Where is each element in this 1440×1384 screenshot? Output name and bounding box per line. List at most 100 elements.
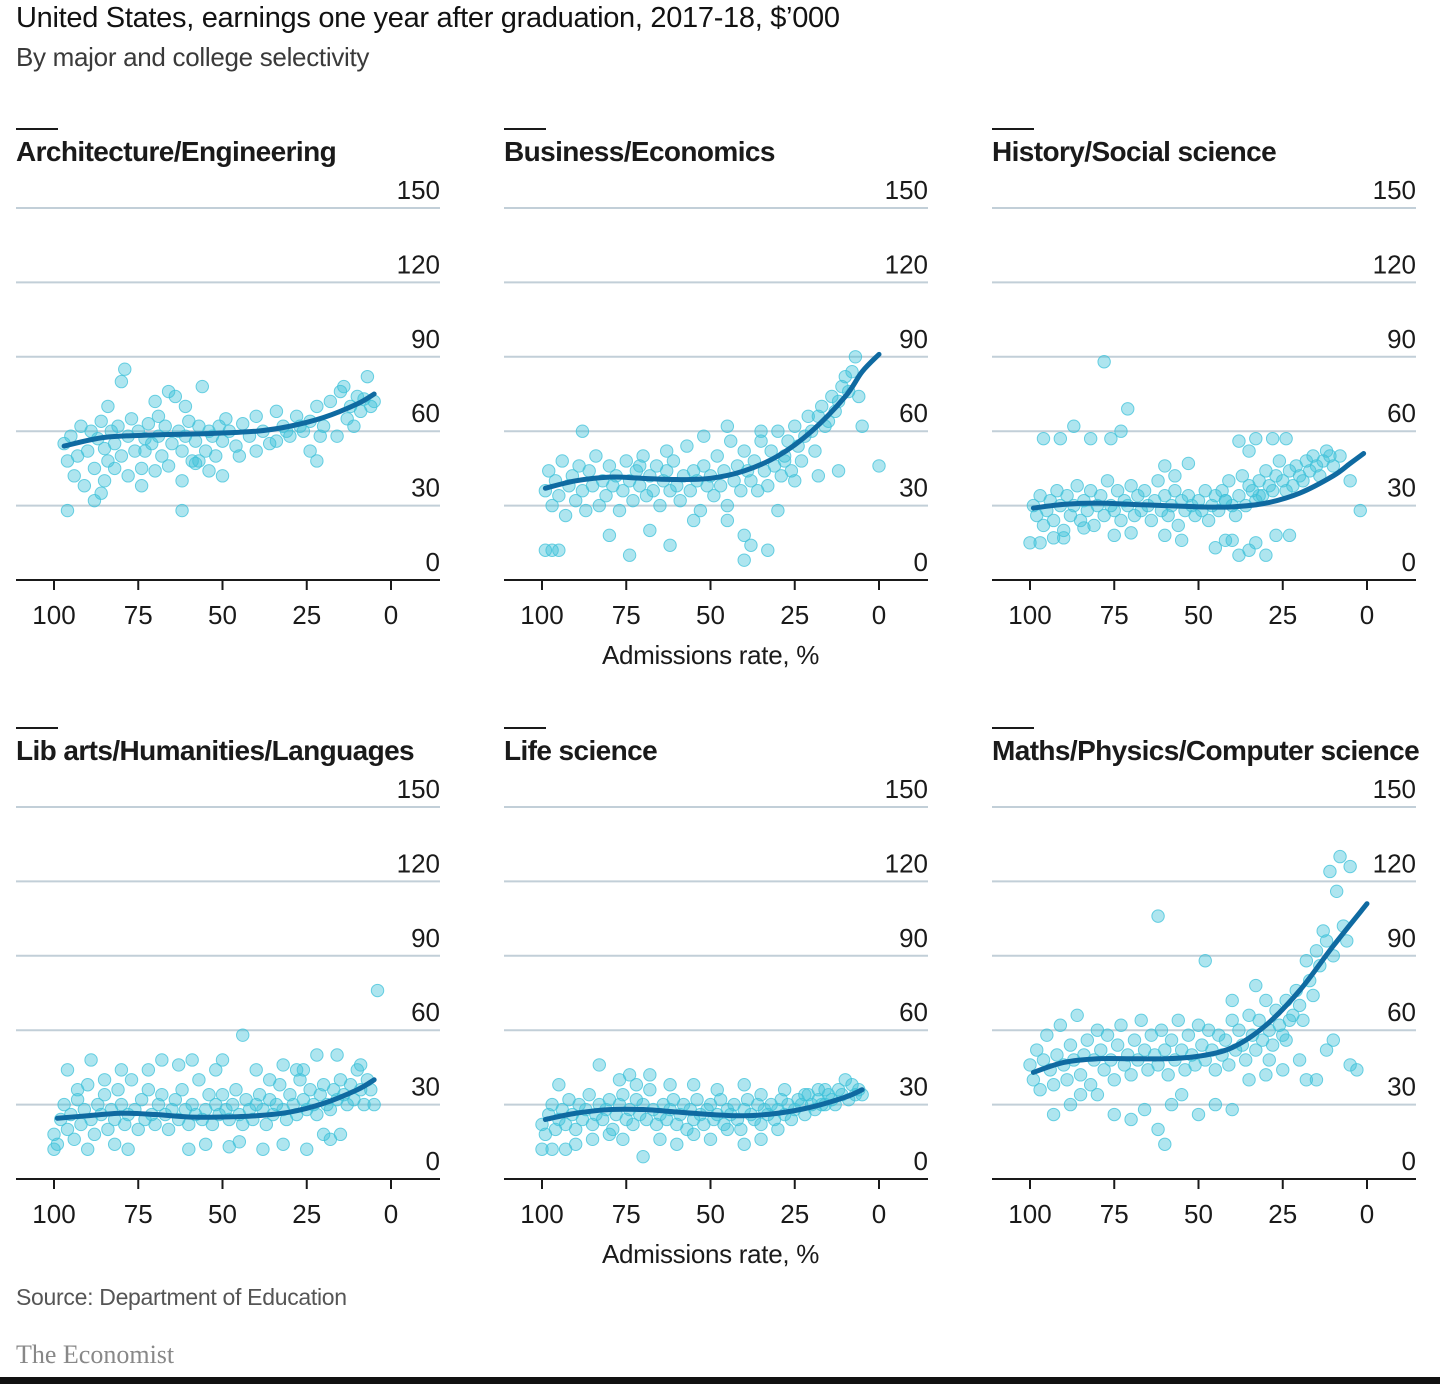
data-point bbox=[545, 1142, 559, 1156]
data-point bbox=[1174, 1087, 1189, 1102]
x-tick-label: 50 bbox=[1184, 600, 1213, 630]
data-point bbox=[1077, 521, 1091, 535]
data-point bbox=[1235, 469, 1250, 483]
data-point bbox=[845, 1078, 859, 1092]
data-point bbox=[209, 449, 223, 463]
data-point bbox=[801, 409, 815, 424]
data-point bbox=[347, 419, 361, 433]
plot-area: 0 30 60 90 120 150 100 75 50 25 0 bbox=[16, 175, 440, 630]
data-point bbox=[720, 498, 735, 513]
data-point bbox=[1087, 518, 1101, 533]
data-point bbox=[1063, 1097, 1078, 1112]
data-point bbox=[1046, 1107, 1061, 1122]
y-tick-label: 0 bbox=[426, 1146, 440, 1176]
data-point bbox=[788, 419, 802, 433]
data-point bbox=[663, 484, 677, 498]
data-point bbox=[155, 449, 169, 463]
data-point bbox=[1151, 474, 1165, 488]
data-point bbox=[185, 1053, 199, 1067]
data-point bbox=[582, 1087, 596, 1102]
data-point bbox=[686, 1078, 701, 1092]
data-point bbox=[1279, 431, 1293, 446]
data-point bbox=[124, 1073, 139, 1087]
x-tick-label: 75 bbox=[612, 1199, 641, 1229]
data-point bbox=[690, 1092, 704, 1107]
y-tick-label: 90 bbox=[411, 324, 440, 354]
data-point bbox=[1124, 479, 1138, 493]
data-point bbox=[141, 1063, 156, 1077]
x-tick-label: 75 bbox=[124, 1199, 153, 1229]
data-point bbox=[1050, 1048, 1064, 1062]
data-point bbox=[276, 1058, 290, 1072]
data-point bbox=[118, 362, 132, 376]
x-tick-label: 25 bbox=[1268, 1199, 1297, 1229]
x-axis-title: Admissions rate, % bbox=[601, 640, 820, 670]
data-point bbox=[1137, 1102, 1152, 1117]
plot-area: 0 30 60 90 120 150 100 75 50 25 0 bbox=[504, 774, 928, 1229]
x-tick-label: 0 bbox=[872, 1199, 886, 1229]
data-point bbox=[737, 553, 751, 567]
data-point bbox=[1158, 1137, 1172, 1151]
data-point bbox=[761, 479, 775, 493]
chart-title: United States, earnings one year after g… bbox=[16, 2, 840, 34]
scatter-points bbox=[47, 983, 385, 1156]
data-point bbox=[1181, 1028, 1196, 1042]
data-point bbox=[249, 409, 263, 424]
data-point bbox=[643, 1068, 657, 1082]
data-point bbox=[1265, 484, 1280, 498]
data-point bbox=[619, 1112, 633, 1127]
data-point bbox=[313, 429, 327, 443]
data-point bbox=[754, 424, 768, 438]
data-point bbox=[825, 389, 839, 404]
x-tick-label: 100 bbox=[32, 600, 75, 630]
data-point bbox=[1073, 513, 1088, 528]
data-point bbox=[1249, 1043, 1263, 1057]
data-point bbox=[1033, 536, 1047, 550]
data-point bbox=[686, 513, 701, 528]
data-point bbox=[198, 1137, 213, 1151]
data-point bbox=[1154, 1023, 1169, 1037]
data-point bbox=[697, 429, 711, 443]
x-tick-label: 50 bbox=[208, 600, 237, 630]
data-point bbox=[619, 454, 633, 468]
y-tick-label: 90 bbox=[899, 324, 928, 354]
y-tick-label: 30 bbox=[899, 1072, 928, 1102]
y-tick-label: 60 bbox=[899, 997, 928, 1027]
data-point bbox=[1151, 1122, 1165, 1137]
data-point bbox=[1124, 1068, 1138, 1082]
data-point bbox=[296, 1063, 311, 1077]
data-point bbox=[232, 449, 247, 463]
data-point bbox=[713, 1092, 728, 1107]
data-point bbox=[310, 1107, 324, 1122]
y-tick-label: 30 bbox=[411, 1072, 440, 1102]
data-point bbox=[1350, 1063, 1364, 1077]
data-point bbox=[118, 1117, 132, 1132]
data-point bbox=[1225, 533, 1239, 548]
data-point bbox=[582, 464, 596, 478]
data-point bbox=[1326, 459, 1340, 473]
data-point bbox=[599, 488, 613, 503]
data-point bbox=[1198, 954, 1212, 968]
data-point bbox=[87, 1127, 102, 1142]
panel-title: Life science bbox=[504, 735, 658, 766]
panel-title: Architecture/Engineering bbox=[16, 136, 337, 167]
plot-area: 0 30 60 90 120 150 100 75 50 25 0 bbox=[504, 175, 928, 630]
data-point bbox=[283, 1087, 297, 1102]
data-point bbox=[1090, 1087, 1105, 1102]
data-point bbox=[710, 1083, 724, 1097]
data-point bbox=[188, 434, 203, 448]
data-point bbox=[744, 474, 758, 488]
data-point bbox=[734, 484, 748, 498]
data-point bbox=[831, 464, 846, 478]
x-tick-label: 100 bbox=[32, 1199, 75, 1229]
data-point bbox=[1168, 484, 1182, 498]
data-point bbox=[643, 1083, 657, 1097]
y-tick-label: 30 bbox=[1387, 1072, 1416, 1102]
data-point bbox=[1161, 1068, 1175, 1082]
data-point bbox=[737, 1078, 751, 1092]
x-tick-label: 25 bbox=[292, 1199, 321, 1229]
data-point bbox=[114, 449, 129, 463]
y-tick-label: 150 bbox=[885, 175, 928, 205]
data-point bbox=[585, 1132, 600, 1147]
data-point bbox=[1225, 1102, 1239, 1117]
